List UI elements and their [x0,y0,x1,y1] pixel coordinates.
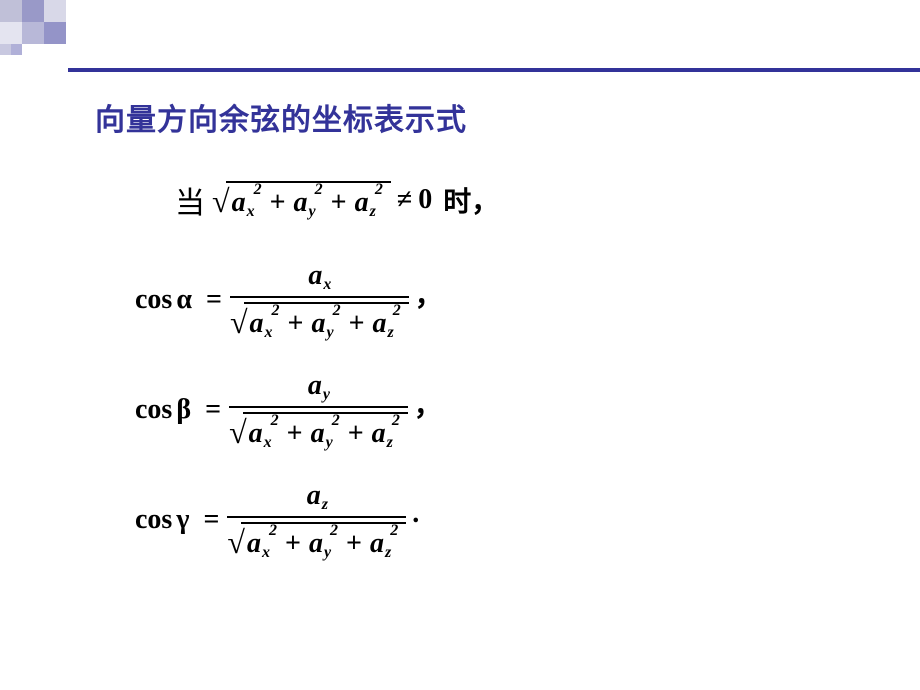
radical-symbol: √ [229,416,247,448]
cos-func: cos [135,394,172,426]
equals-sign: = [205,394,221,426]
deco-square [0,44,11,55]
radical-symbol: √ [212,185,230,217]
deco-square [11,44,22,55]
angle-symbol: α [176,284,192,316]
denominator: √ax2 + ay2 + az2 [229,406,408,450]
sqrt-expression: √ax2 + ay2 + az2 [227,522,406,560]
numerator: ax [296,260,342,296]
plus-sign: + [270,187,286,219]
term: ax2 [249,420,279,448]
plus-sign: + [285,528,301,560]
punctuation: ， [415,274,443,314]
sqrt-expression: √ax2+ay2+az2 [230,302,409,340]
numerator: az [295,480,339,516]
sqrt-expression: √ ax2 + ay2 + az2 [212,181,391,219]
deco-square [22,22,44,44]
radicand: ax2 + ay2 + az2 [243,412,408,450]
punctuation: . [412,498,419,530]
term: ay2 [309,530,338,558]
cos-func: cos [135,504,172,536]
fraction: az √ax2 + ay2 + az2 [227,480,406,560]
condition-suffix: 时， [443,180,499,220]
term: az2 [372,420,400,448]
condition-line: 当 √ ax2 + ay2 + az2 ≠ 0 时， [175,160,499,240]
term: ax2 [232,189,262,217]
plus-sign: + [349,308,365,340]
term: ax2 [247,530,277,558]
deco-square [44,0,66,22]
fraction: ax√ax2+ay2+az2 [230,260,409,340]
plus-sign: + [288,308,304,340]
term: az2 [355,189,383,217]
formula-row: cosγ = az √ax2 + ay2 + az2. [135,480,499,560]
formula-row: cosβ = ay √ax2 + ay2 + az2 ， [135,370,499,450]
plus-sign: + [348,418,364,450]
plus-sign: + [346,528,362,560]
term: az2 [373,310,401,338]
radical-symbol: √ [227,526,245,558]
denominator: √ax2 + ay2 + az2 [227,516,406,560]
radical-symbol: √ [230,306,248,338]
angle-symbol: β [176,394,191,426]
formula-row: cosα=ax√ax2+ay2+az2， [135,260,499,340]
corner-decoration [0,0,120,60]
slide-title: 向量方向余弦的坐标表示式 [95,95,467,139]
condition-prefix: 当 [175,178,205,222]
fraction: ay √ax2 + ay2 + az2 [229,370,408,450]
term: ax2 [250,310,280,338]
deco-square [0,0,22,22]
equals-sign: = [203,504,219,536]
term: ax [308,262,330,290]
not-equal-sign: ≠ [397,184,412,216]
slide-content: 当 √ ax2+ay2+az2 ≠ 0 时， cosα=ax√ax2+ay2+a… [135,160,499,590]
deco-square [22,0,44,22]
radicand: ax2 + ay2 + az2 [241,522,406,560]
term: ay2 [311,420,340,448]
deco-square [44,22,66,44]
angle-symbol: γ [176,504,189,536]
deco-square [0,22,22,44]
term: az2 [370,530,398,558]
term: ay [308,372,329,400]
denominator: √ax2+ay2+az2 [230,296,409,340]
cos-func: cos [135,284,172,316]
punctuation: ， [414,384,442,424]
equals-sign: = [206,284,222,316]
term: ay2 [311,310,340,338]
radicand: ax2 + ay2 + az2 [226,181,391,219]
plus-sign: + [331,187,347,219]
numerator: ay [296,370,341,406]
sqrt-expression: √ax2 + ay2 + az2 [229,412,408,450]
term: az [307,482,327,510]
title-underline-bar [68,68,920,72]
radicand: ax2+ay2+az2 [244,302,409,340]
plus-sign: + [287,418,303,450]
zero: 0 [418,184,432,216]
term: ay2 [294,189,323,217]
